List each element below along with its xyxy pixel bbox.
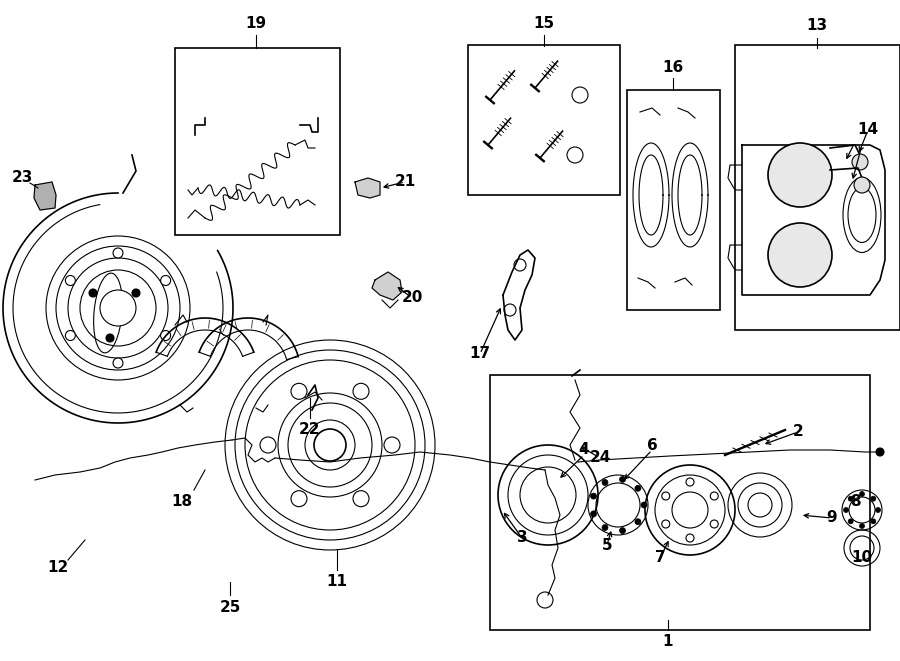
Circle shape <box>686 478 694 486</box>
Circle shape <box>672 492 708 528</box>
Circle shape <box>291 383 307 399</box>
Circle shape <box>748 493 772 517</box>
Text: 15: 15 <box>534 17 554 32</box>
Circle shape <box>848 519 853 524</box>
Circle shape <box>291 490 307 507</box>
Text: 19: 19 <box>246 17 266 32</box>
Circle shape <box>852 154 868 170</box>
Polygon shape <box>34 182 56 210</box>
Circle shape <box>66 276 76 286</box>
Circle shape <box>384 437 400 453</box>
Circle shape <box>876 508 880 512</box>
Text: 9: 9 <box>827 510 837 525</box>
Polygon shape <box>355 178 380 198</box>
Circle shape <box>160 276 171 286</box>
Bar <box>627 90 720 310</box>
Circle shape <box>113 358 123 368</box>
Circle shape <box>860 524 865 529</box>
Bar <box>735 45 900 330</box>
Circle shape <box>710 520 718 528</box>
Circle shape <box>848 496 853 501</box>
Circle shape <box>662 492 670 500</box>
Text: 8: 8 <box>850 494 860 510</box>
Circle shape <box>353 383 369 399</box>
Circle shape <box>590 493 597 499</box>
Text: 11: 11 <box>327 574 347 590</box>
Circle shape <box>602 479 608 485</box>
Circle shape <box>662 520 670 528</box>
Bar <box>490 375 870 630</box>
Circle shape <box>768 223 832 287</box>
Text: 1: 1 <box>662 635 673 650</box>
Circle shape <box>314 429 346 461</box>
Circle shape <box>619 527 625 533</box>
Circle shape <box>634 519 641 525</box>
Text: 24: 24 <box>590 451 611 465</box>
Circle shape <box>89 289 97 297</box>
Circle shape <box>876 448 884 456</box>
Circle shape <box>686 534 694 542</box>
Circle shape <box>66 330 76 340</box>
Circle shape <box>768 143 832 207</box>
Text: 2: 2 <box>793 424 804 440</box>
Circle shape <box>641 502 647 508</box>
Text: 20: 20 <box>401 290 423 305</box>
Circle shape <box>871 519 876 524</box>
Circle shape <box>871 496 876 501</box>
Text: 17: 17 <box>470 346 490 362</box>
Text: 5: 5 <box>602 537 612 553</box>
Text: 16: 16 <box>662 59 684 75</box>
Text: 14: 14 <box>858 122 878 137</box>
Circle shape <box>602 525 608 531</box>
Circle shape <box>854 177 870 193</box>
Circle shape <box>843 508 849 512</box>
Circle shape <box>113 248 123 258</box>
Text: 7: 7 <box>654 551 665 566</box>
Text: 21: 21 <box>394 175 416 190</box>
Circle shape <box>260 437 276 453</box>
Circle shape <box>710 492 718 500</box>
Text: 23: 23 <box>12 171 32 186</box>
Polygon shape <box>372 272 402 300</box>
Circle shape <box>160 330 171 340</box>
Text: 18: 18 <box>171 494 193 510</box>
Circle shape <box>106 334 114 342</box>
Circle shape <box>634 485 641 491</box>
Text: 6: 6 <box>646 438 657 453</box>
Text: 22: 22 <box>299 422 320 438</box>
Circle shape <box>132 289 140 297</box>
Circle shape <box>590 511 597 517</box>
Text: 25: 25 <box>220 600 240 615</box>
Bar <box>468 45 620 195</box>
Text: 13: 13 <box>806 19 828 34</box>
Circle shape <box>860 492 865 496</box>
Text: 12: 12 <box>48 561 68 576</box>
Text: 3: 3 <box>517 531 527 545</box>
Circle shape <box>100 290 136 326</box>
Bar <box>175 48 340 235</box>
Text: 10: 10 <box>851 551 873 566</box>
Circle shape <box>619 477 625 483</box>
Circle shape <box>353 490 369 507</box>
Text: 4: 4 <box>579 442 590 457</box>
